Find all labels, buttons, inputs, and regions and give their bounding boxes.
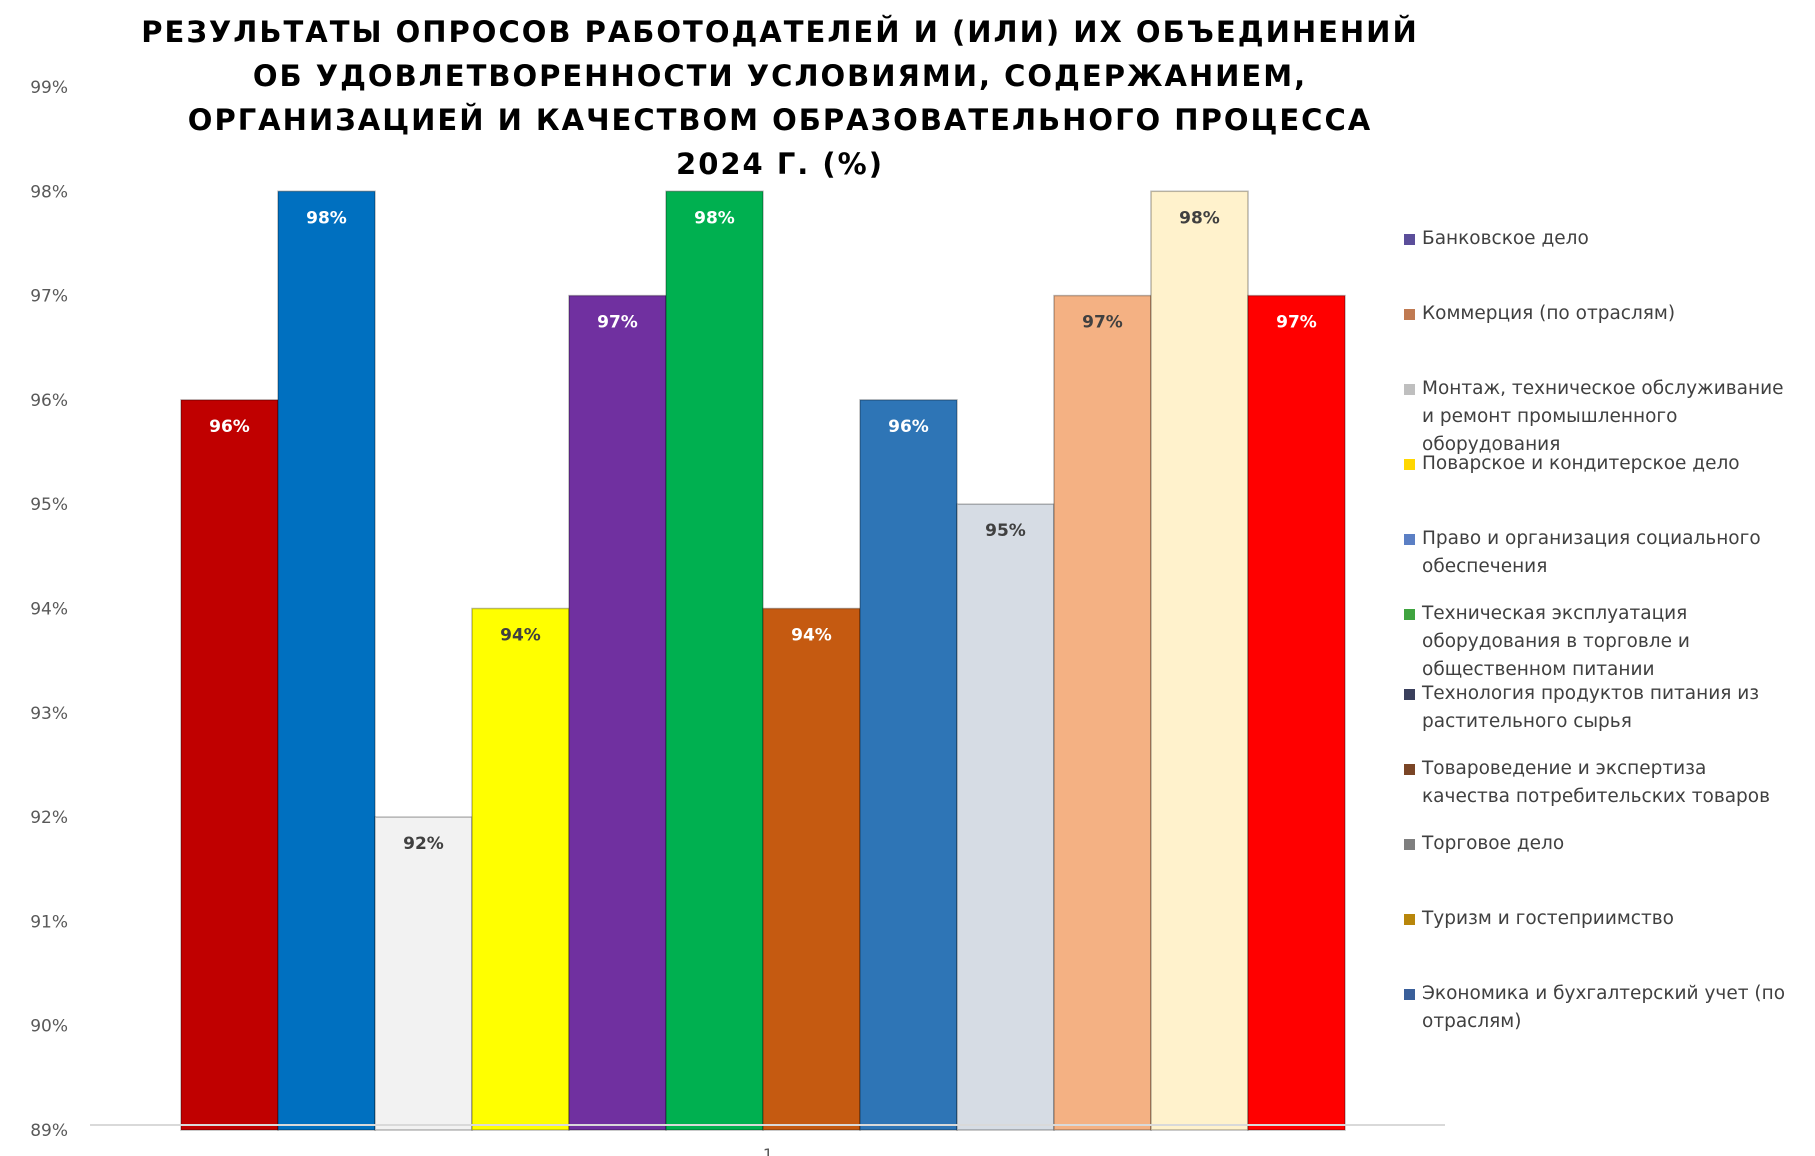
bar-value-label: 97% (597, 313, 638, 333)
bar (956, 503, 1055, 1131)
legend-swatch (1404, 534, 1415, 545)
bar-value-label: 98% (1179, 208, 1220, 228)
bar (374, 816, 473, 1131)
bar-value-label: 95% (985, 521, 1026, 541)
y-tick-label: 91% (30, 912, 68, 932)
legend-swatch (1404, 309, 1415, 320)
legend-swatch (1404, 384, 1415, 395)
legend-label: Экономика и бухгалтерский учет (по отрас… (1422, 983, 1786, 1032)
x-category-label: 1 (763, 1145, 773, 1156)
y-tick-label: 99% (30, 78, 68, 98)
data-labels: 96% 98% 92% 94% 97% 98% 94% 96% 95% 97% 98% 97% (209, 208, 1317, 854)
legend-label: Технология продуктов питания из растител… (1422, 683, 1760, 732)
legend-label: Торговое дело (1422, 833, 1565, 854)
bar (859, 399, 958, 1131)
legend-label: Право и организация социального обеспече… (1422, 528, 1761, 577)
bar-value-label: 98% (306, 208, 347, 228)
y-tick-label: 89% (30, 1121, 68, 1141)
bar-value-label: 98% (694, 208, 735, 228)
legend-swatch (1404, 459, 1415, 470)
y-tick-label: 96% (30, 391, 68, 411)
y-tick-label: 94% (30, 600, 68, 620)
legend-item: Технология продуктов питания из растител… (1404, 680, 1799, 736)
legend-swatch (1404, 689, 1415, 700)
legend-item: Техническая эксплуатация оборудования в … (1404, 600, 1799, 684)
legend-label: Товароведение и экспертиза качества потр… (1422, 758, 1771, 807)
legend-item: Поварское и кондитерское дело (1404, 450, 1799, 478)
legend-swatch (1404, 989, 1415, 1000)
bar (568, 294, 667, 1131)
bar-value-label: 94% (500, 626, 541, 646)
legend-label: Поварское и кондитерское дело (1422, 453, 1740, 474)
bar-value-label: 97% (1276, 313, 1317, 333)
legend-label: Коммерция (по отраслям) (1422, 303, 1676, 324)
bar (1247, 294, 1346, 1131)
legend-item: Экономика и бухгалтерский учет (по отрас… (1404, 980, 1799, 1036)
bar-value-label: 94% (791, 626, 832, 646)
legend-swatch (1404, 234, 1415, 245)
y-tick-label: 90% (30, 1017, 68, 1037)
chart-title: РЕЗУЛЬТАТЫ ОПРОСОВ РАБОТОДАТЕЛЕЙ И (ИЛИ)… (141, 15, 1419, 181)
legend-label: Туризм и гостеприимство (1422, 908, 1674, 929)
legend-item: Коммерция (по отраслям) (1404, 300, 1799, 328)
bars (180, 190, 1346, 1131)
legend-swatch (1404, 609, 1415, 620)
legend-item: Право и организация социального обеспече… (1404, 525, 1799, 581)
bar-value-label: 97% (1082, 313, 1123, 333)
legend-swatch (1404, 839, 1415, 850)
y-axis-labels: 89% 90% 91% 92% 93% 94% 95% 96% 97% 98% 99% (30, 78, 68, 1141)
bar (762, 607, 861, 1131)
legend-item: Торговое дело (1404, 830, 1799, 858)
bar (277, 190, 376, 1131)
bar-value-label: 92% (403, 834, 444, 854)
y-tick-label: 98% (30, 182, 68, 202)
y-tick-label: 97% (30, 287, 68, 307)
y-tick-label: 95% (30, 495, 68, 515)
bar (1053, 294, 1152, 1131)
legend-swatch (1404, 764, 1415, 775)
legend-label: Техническая эксплуатация оборудования в … (1422, 603, 1690, 680)
legend-item: Банковское дело (1404, 225, 1799, 253)
bar-value-label: 96% (888, 417, 929, 437)
y-tick-label: 93% (30, 704, 68, 724)
legend-item: Товароведение и экспертиза качества потр… (1404, 755, 1799, 811)
bar (180, 399, 279, 1131)
legend-item: Монтаж, техническое обслуживание и ремон… (1404, 375, 1799, 459)
legend: Банковское дело Коммерция (по отраслям) Мо… (1404, 225, 1804, 1075)
legend-swatch (1404, 914, 1415, 925)
legend-label: Монтаж, техническое обслуживание и ремон… (1422, 378, 1784, 455)
legend-item: Туризм и гостеприимство (1404, 905, 1799, 933)
legend-label: Банковское дело (1422, 228, 1589, 249)
bar-value-label: 96% (209, 417, 250, 437)
y-tick-label: 92% (30, 808, 68, 828)
x-axis-labels: 1 (763, 1145, 773, 1156)
bar (665, 190, 764, 1131)
bar (471, 607, 570, 1131)
bar (1150, 190, 1249, 1131)
